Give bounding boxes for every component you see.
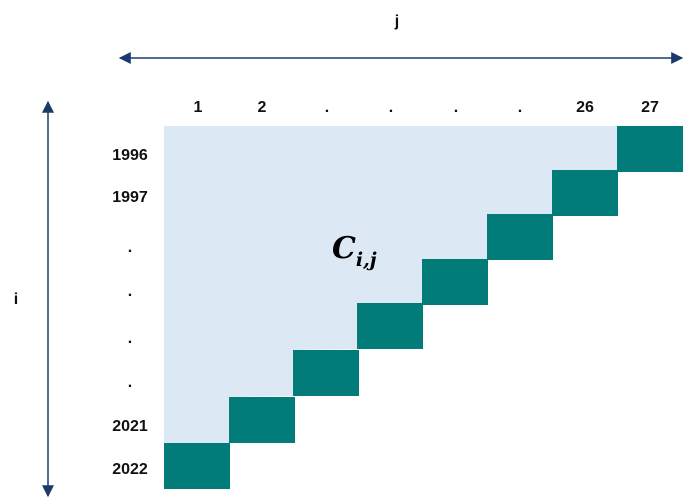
diagonal-cell [552,170,618,216]
upper-triangle-fill [164,126,617,490]
row-label: 2021 [112,418,148,435]
diagonal-cell [487,214,553,260]
diagonal-cell [357,303,423,349]
diagonal-cell [422,259,488,305]
row-label: . [128,283,132,300]
row-label: . [128,330,132,347]
cell-label-subscript: i,j [356,249,377,271]
column-label: . [454,99,458,116]
i-axis-label: i [14,291,18,308]
column-label: 27 [641,99,659,116]
diagonal-cell [617,126,683,172]
column-label: 2 [258,99,267,116]
row-label: . [128,239,132,256]
diagonal-cell [229,397,295,443]
row-label: . [128,374,132,391]
row-label: 1997 [112,189,148,206]
j-axis-label: j [394,13,399,30]
column-label: 26 [576,99,594,116]
column-label: . [325,99,329,116]
diagonal-cell [293,350,359,396]
diagonal-cells [164,126,683,489]
cell-label-base: C [332,231,356,266]
column-label: . [518,99,522,116]
row-label: 2022 [112,461,148,478]
row-labels: 1996 1997.... 2021 2022 [112,147,148,478]
cell-label: Ci,j [332,231,377,271]
column-label: 1 [194,99,203,116]
column-label: . [389,99,393,116]
row-label: 1996 [112,147,148,164]
column-labels: 1 2.... 26 27 [194,99,659,116]
diagonal-cell [164,443,230,489]
